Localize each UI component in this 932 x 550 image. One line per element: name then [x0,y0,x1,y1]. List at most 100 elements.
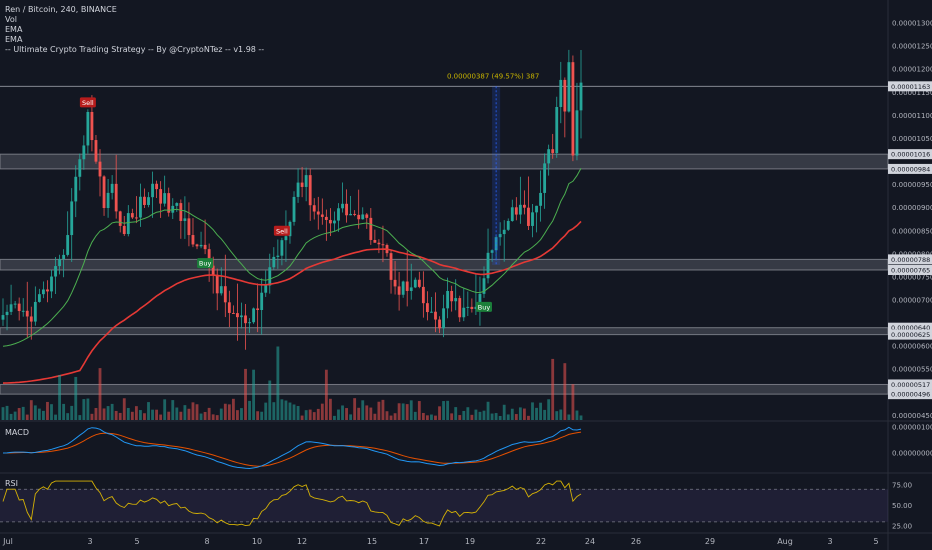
volume-bar [506,414,510,420]
price-tick-label: 0.00001050 [892,135,932,143]
volume-bar [446,400,450,420]
candle-body [312,205,316,212]
volume-bar [86,398,90,420]
volume-bar [163,399,167,420]
volume-bar [373,413,377,420]
candle-body [58,258,62,267]
date-tick-label: 5 [134,537,139,546]
volume-bar [341,405,344,420]
candle-body [90,111,94,141]
volume-bar [284,400,288,420]
volume-bar [462,410,466,420]
candle-body [353,213,357,215]
candle-body [304,175,308,187]
candle-body [191,235,195,245]
candle-body [118,211,122,226]
candle-body [50,276,53,292]
sell-signal: Sell [273,225,290,236]
volume-bar [187,408,191,420]
date-tick-label: 26 [631,537,641,546]
volume-bar [1,407,5,420]
candle-body [328,219,332,224]
volume-bar [42,410,45,420]
volume-bar [143,413,146,420]
candle-body [510,207,514,221]
candle-body [175,203,179,206]
price-marker-box [888,265,932,275]
volume-bar [466,407,470,420]
date-tick-label: 15 [367,537,377,546]
candle-body [240,315,243,318]
candle-body [74,176,78,202]
volume-bar [308,409,312,420]
candle-body [272,256,276,268]
volume-bar [365,405,369,420]
candle-body [179,203,183,221]
strategy-indicator-label[interactable]: -- Ultimate Crypto Trading Strategy -- B… [5,45,265,54]
volume-bar [25,414,29,420]
volume-bar [522,408,526,420]
candle-body [357,214,361,220]
price-tick-label: 0.00001250 [892,43,932,51]
volume-bar [409,400,413,420]
candle-body [292,196,296,222]
candle-body [244,315,247,324]
volume-bar [126,407,130,420]
candle-body [381,244,385,246]
volume-bar [381,399,385,420]
candle-body [316,211,320,215]
candle-body [29,316,33,322]
candle-body [409,287,413,291]
support-resistance-zone [0,258,889,271]
candle-body [126,213,130,235]
date-tick-label: Jul [2,537,13,546]
candle-body [130,213,134,218]
candle-body [114,183,118,212]
candle-body [551,149,555,154]
volume-bar [478,411,482,420]
candle-body [575,110,579,156]
price-tick-label: 0.00000550 [892,366,932,374]
volume-bars [1,346,583,420]
candle-body [438,319,441,329]
volume-bar [393,413,397,420]
volume-bar [324,369,328,420]
ema-indicator-label-2[interactable]: EMA [5,35,23,44]
price-marker-label: 0.00000640 [891,324,930,332]
volume-bar [90,413,94,420]
volume-bar [312,412,316,420]
price-marker-label: 0.00001016 [891,151,930,159]
volume-bar [203,411,207,420]
candle-body [106,192,110,209]
candle-body [470,306,474,309]
candle-body [231,312,235,314]
volume-bar [369,407,373,420]
volume-bar [62,403,66,420]
candle-body [486,252,490,279]
candle-body [171,205,175,213]
volume-bar [337,409,340,420]
ema-indicator-label-1[interactable]: EMA [5,25,23,34]
volume-bar [389,415,393,420]
volume-bar [5,405,9,420]
candle-body [567,62,571,112]
volume-bar [288,402,292,420]
volume-bar [94,408,98,420]
volume-indicator-label[interactable]: Vol [5,15,17,24]
candle-body [54,266,57,277]
rsi-line [2,480,582,527]
volume-bar [385,411,389,420]
candle-body [401,281,405,295]
candle-body [442,308,445,329]
candle-body [17,303,21,312]
candle-body [320,214,324,217]
volume-bar [304,410,308,420]
price-tick-label: 0.00000850 [892,227,932,235]
candle-body [147,197,150,205]
candle-body [458,298,462,318]
price-marker-label: 0.00000496 [891,391,930,399]
signal-label: Buy [199,260,212,268]
volume-bar [510,408,514,420]
price-tick-label: 0.00001300 [892,20,932,28]
